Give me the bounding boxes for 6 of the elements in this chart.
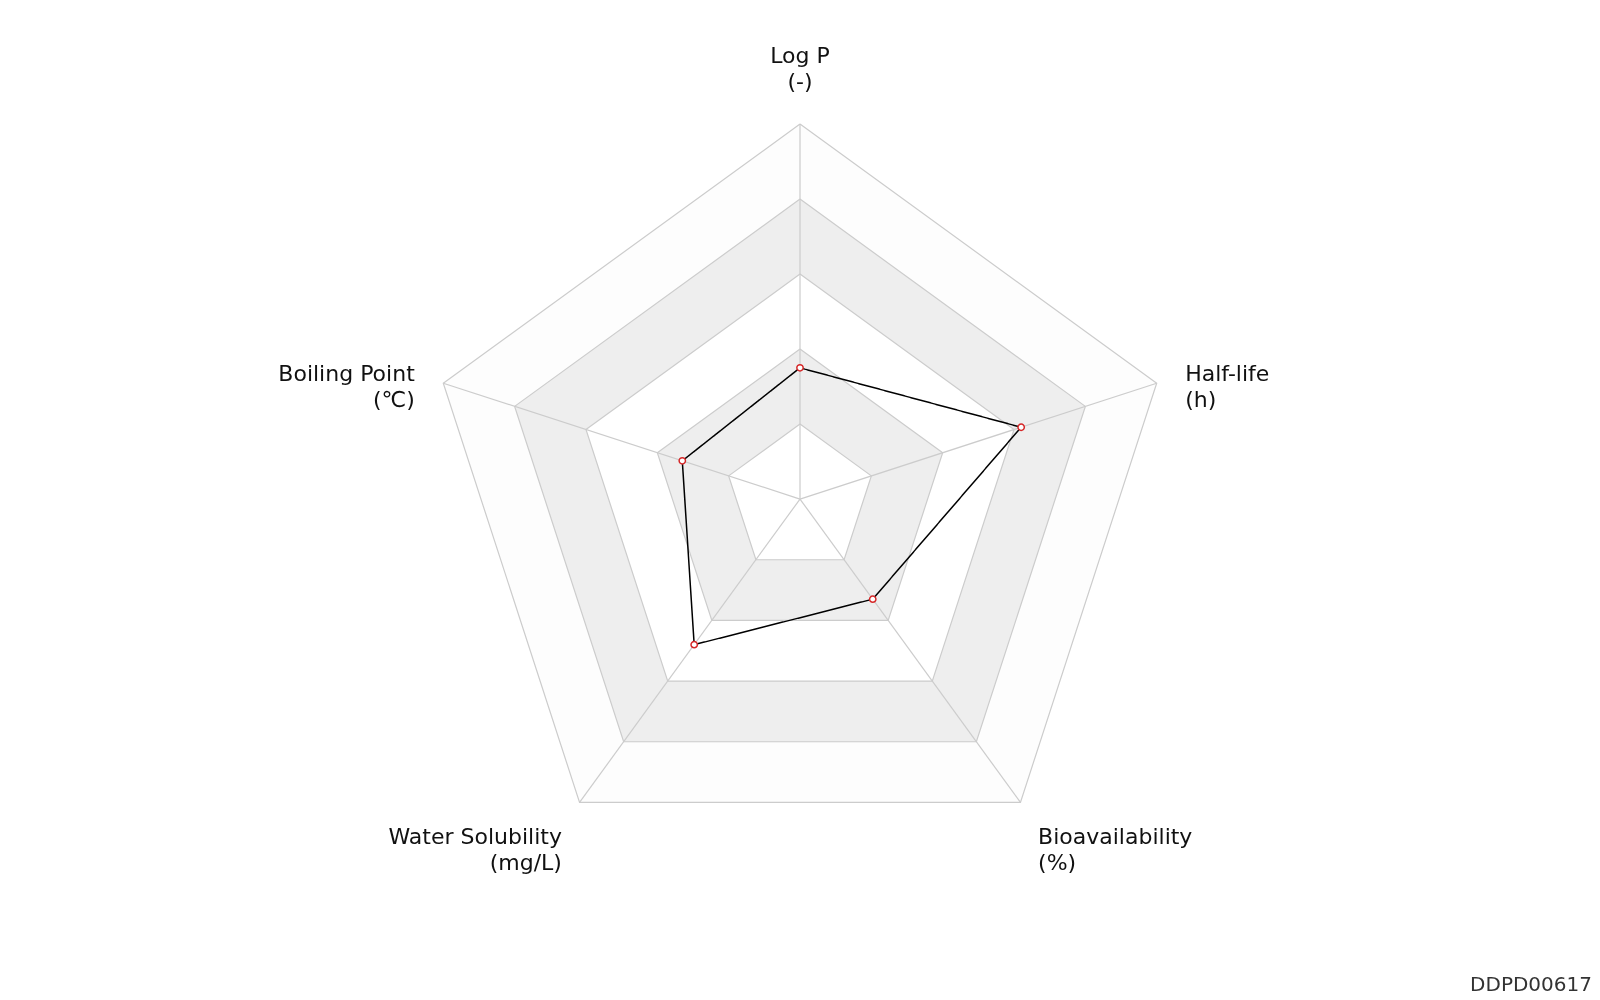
spoke-label: Boiling Point (℃) bbox=[278, 360, 416, 412]
spoke-label: Water Solubility (mg/L) bbox=[388, 823, 562, 875]
spoke-label: Log P (-) bbox=[770, 42, 830, 94]
text: DDPD00617 bbox=[1470, 972, 1592, 996]
spoke-label: Bioavailability (%) bbox=[1038, 823, 1193, 875]
spoke-label: Half-life (h) bbox=[1185, 360, 1270, 412]
